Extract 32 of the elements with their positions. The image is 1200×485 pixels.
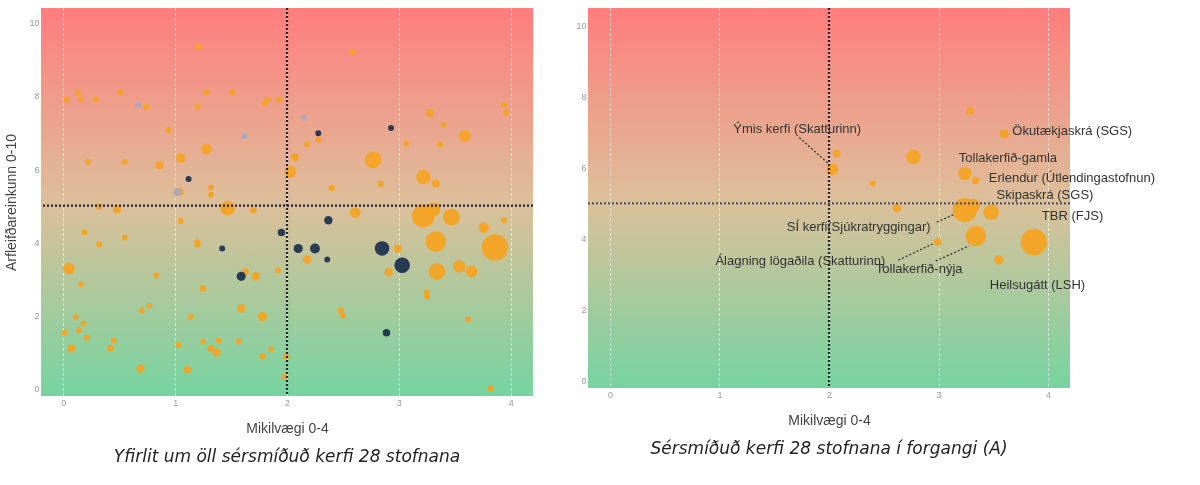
x-axis-title: Mikilvægi 0-4 [788, 411, 871, 428]
annotation: Skipaskrá (SGS) [996, 187, 1094, 203]
x-tick-label: 0 [61, 397, 67, 408]
y-tick-label: 2 [581, 305, 587, 316]
x-tick-label: 3 [936, 389, 942, 400]
text: Yfirlit um öll sérsmíðuð kerfi 28 stofnana [113, 446, 461, 466]
text: Sérsmíðuð kerfi 28 stofnana í forgangi (A) [650, 438, 1008, 458]
y-tick-label: 2 [34, 310, 40, 321]
x-tick-label: 2 [284, 397, 291, 408]
y-tick-label: 6 [34, 164, 40, 175]
x-tick-label: 3 [396, 397, 402, 408]
y-tick-label: 4 [581, 234, 587, 245]
y-tick-label: 10 [29, 18, 40, 29]
annotation: Ýmis kerfi (Skatturinn) [733, 120, 862, 136]
annotation: SÍ kerfi(Sjúkratryggingar) [786, 219, 931, 235]
x-tick-label: 4 [508, 397, 514, 408]
annotation: Erlendur (Útlendingastofnun) [988, 169, 1156, 185]
y-tick-label: 4 [34, 237, 40, 248]
y-axis-title: Arfleifðareinkunn 0-10 [3, 133, 20, 271]
y-tick-label: 6 [581, 163, 587, 174]
x-tick-label: 1 [173, 397, 179, 408]
y-tick-label: 8 [581, 92, 587, 103]
x-tick-label: 4 [1046, 389, 1052, 400]
y-tick-label: 0 [581, 376, 587, 387]
x-axis-title: Mikilvægi 0-4 [246, 419, 329, 436]
x-tick-label: 0 [607, 389, 613, 400]
x-tick-label: 1 [717, 389, 723, 400]
y-tick-label: 10 [576, 21, 587, 32]
annotation: TBR (FJS) [1041, 208, 1104, 224]
x-tick-label: 2 [826, 389, 833, 400]
annotation: Tollakerfið-gamla [958, 150, 1058, 166]
y-tick-label: 8 [34, 91, 40, 102]
